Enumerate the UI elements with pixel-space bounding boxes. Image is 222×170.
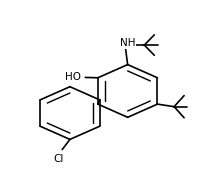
Text: Cl: Cl — [54, 154, 64, 164]
Text: HO: HO — [65, 72, 81, 82]
Text: NH: NH — [120, 38, 135, 48]
